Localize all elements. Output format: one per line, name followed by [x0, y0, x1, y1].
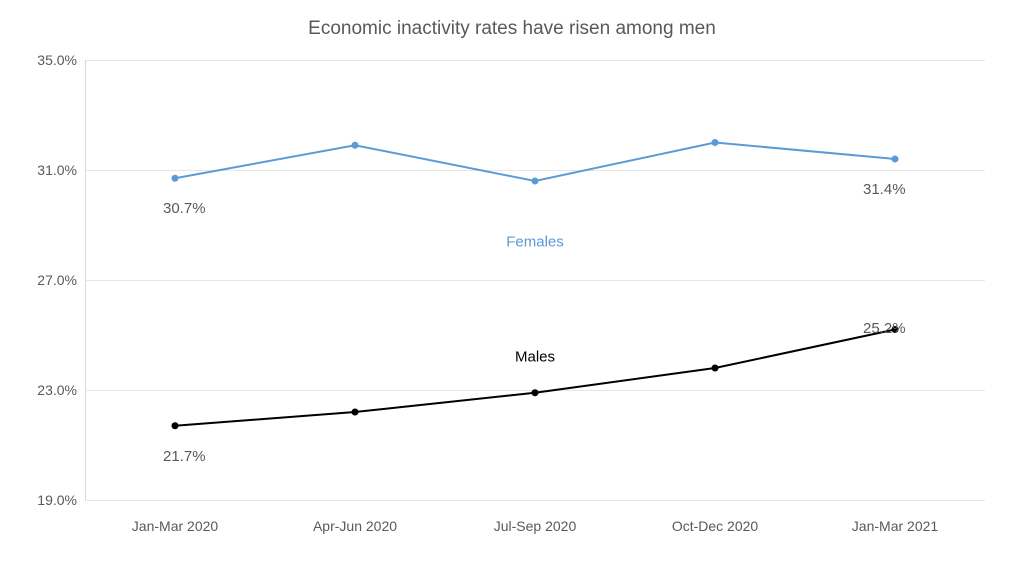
data-point: [352, 142, 359, 149]
x-axis-label: Oct-Dec 2020: [672, 518, 758, 534]
plot-area: 35.0%31.0%27.0%23.0%19.0%Jan-Mar 2020Apr…: [85, 60, 985, 500]
series-label: Females: [506, 233, 564, 250]
y-axis-label: 27.0%: [23, 272, 77, 288]
data-point: [352, 409, 359, 416]
data-point: [172, 175, 179, 182]
data-point: [532, 389, 539, 396]
y-axis-label: 19.0%: [23, 492, 77, 508]
x-axis-label: Jul-Sep 2020: [494, 518, 577, 534]
chart-container: Economic inactivity rates have risen amo…: [0, 0, 1024, 576]
x-axis-label: Jan-Mar 2020: [132, 518, 218, 534]
y-axis-label: 31.0%: [23, 162, 77, 178]
series-line: [175, 143, 895, 182]
gridline: [85, 500, 985, 501]
x-axis-label: Jan-Mar 2021: [852, 518, 938, 534]
data-point: [712, 365, 719, 372]
series-line: [175, 330, 895, 426]
point-label: 30.7%: [163, 200, 206, 217]
point-label: 21.7%: [163, 448, 206, 465]
chart-title: Economic inactivity rates have risen amo…: [0, 18, 1024, 40]
series-label: Males: [515, 349, 555, 366]
x-axis-label: Apr-Jun 2020: [313, 518, 397, 534]
y-axis-label: 35.0%: [23, 52, 77, 68]
chart-svg: [85, 60, 985, 500]
point-label: 31.4%: [863, 181, 906, 198]
point-label: 25.2%: [863, 320, 906, 337]
data-point: [532, 178, 539, 185]
data-point: [172, 422, 179, 429]
data-point: [712, 139, 719, 146]
y-axis-label: 23.0%: [23, 382, 77, 398]
data-point: [892, 156, 899, 163]
